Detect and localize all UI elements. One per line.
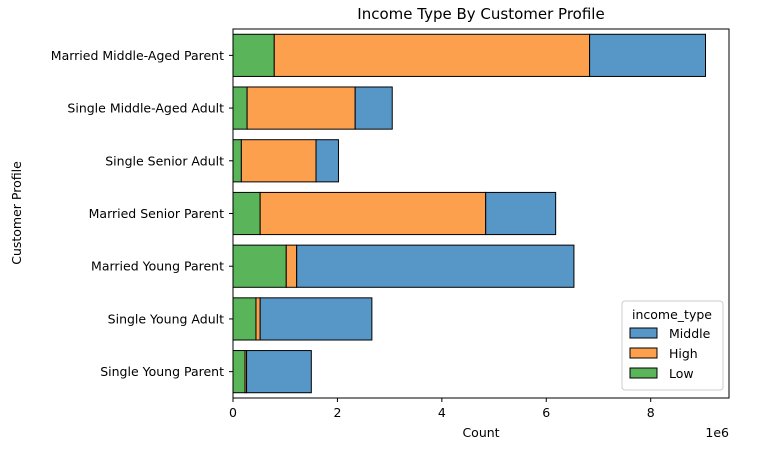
- y-tick-label: Single Young Parent: [100, 364, 224, 379]
- bar-middle-4: [296, 244, 575, 288]
- y-tick-label: Single Middle-Aged Adult: [67, 101, 224, 116]
- bar-high-5: [255, 297, 261, 341]
- legend-swatch-high: [629, 347, 658, 359]
- legend-title: income_type: [632, 307, 712, 322]
- bar-low-5: [232, 297, 257, 341]
- legend: income_type Middle High Low: [621, 300, 724, 391]
- bar-low-1: [232, 86, 248, 130]
- y-axis-label: Customer Profile: [9, 161, 24, 265]
- bar-low-3: [232, 191, 261, 236]
- bars-layer: [232, 33, 707, 394]
- y-tick-label: Married Middle-Aged Parent: [51, 48, 224, 63]
- bar-middle-1: [354, 86, 393, 130]
- legend-label-middle: Middle: [669, 326, 711, 341]
- x-tick-label: 4: [438, 405, 446, 420]
- bar-middle-5: [259, 297, 373, 341]
- x-axis-ticks: 0 2 4 6 8: [229, 398, 655, 420]
- bar-middle-2: [315, 139, 339, 183]
- bar-low-6: [232, 350, 246, 394]
- legend-items: Middle High Low: [629, 326, 711, 381]
- bar-high-2: [240, 139, 317, 183]
- x-axis-multiplier: 1e6: [705, 425, 729, 440]
- y-axis-ticks: Married Middle-Aged Parent Single Middle-…: [51, 48, 233, 379]
- bar-low-2: [232, 139, 242, 183]
- bar-high-1: [246, 86, 356, 130]
- bar-high-4: [285, 244, 298, 288]
- x-tick-label: 8: [647, 405, 655, 420]
- y-tick-label: Single Young Adult: [108, 311, 224, 326]
- bar-high-3: [259, 191, 487, 236]
- x-tick-label: 2: [333, 405, 341, 420]
- bar-middle-0: [589, 33, 707, 77]
- y-tick-label: Single Senior Adult: [105, 153, 224, 168]
- bar-high-0: [273, 33, 591, 77]
- bar-low-0: [232, 33, 275, 77]
- bar-low-4: [232, 244, 287, 288]
- y-tick-label: Married Young Parent: [91, 259, 224, 274]
- bar-middle-3: [485, 191, 557, 236]
- bar-middle-6: [246, 350, 312, 394]
- x-axis-label: Count: [462, 425, 499, 440]
- x-tick-label: 0: [229, 405, 237, 420]
- legend-swatch-low: [629, 367, 658, 379]
- legend-label-high: High: [669, 346, 698, 361]
- legend-label-low: Low: [669, 366, 694, 381]
- y-tick-label: Married Senior Parent: [89, 206, 224, 221]
- legend-swatch-middle: [629, 327, 658, 339]
- chart-title: Income Type By Customer Profile: [357, 5, 604, 23]
- x-tick-label: 6: [542, 405, 550, 420]
